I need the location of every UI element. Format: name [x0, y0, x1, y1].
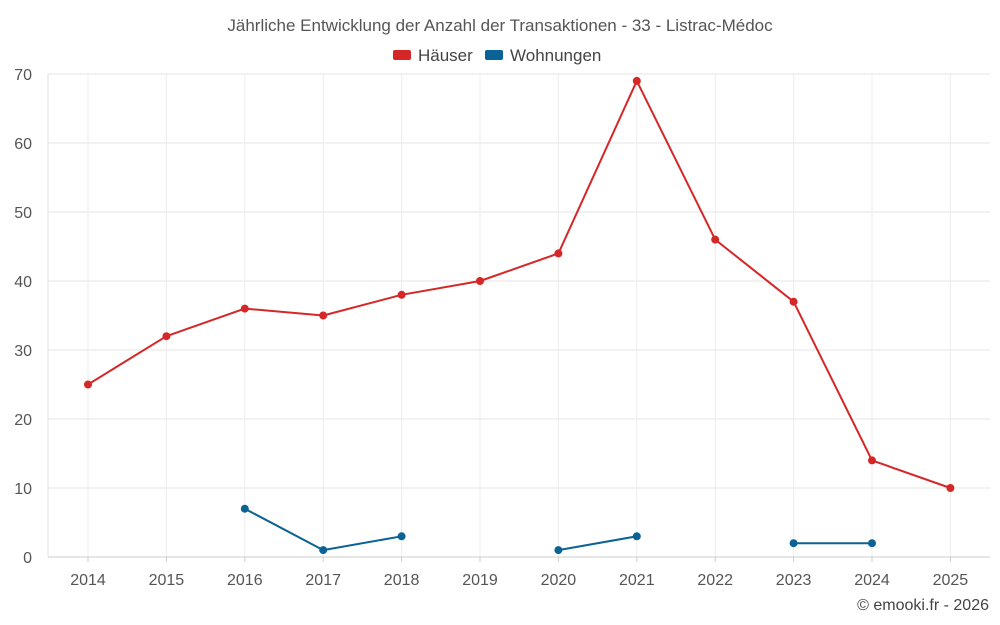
- legend-swatch-haeuser: [393, 50, 411, 60]
- data-point-haeuser[interactable]: [319, 311, 328, 320]
- legend-item-wohnungen[interactable]: Wohnungen: [485, 46, 601, 65]
- data-point-haeuser[interactable]: [162, 332, 171, 341]
- x-tick-label: 2019: [462, 572, 498, 589]
- series-group: [84, 76, 955, 555]
- y-tick-label: 60: [14, 136, 32, 153]
- data-point-haeuser[interactable]: [397, 290, 406, 299]
- data-point-wohnungen[interactable]: [319, 546, 328, 555]
- y-tick-label: 10: [14, 481, 32, 498]
- data-point-wohnungen[interactable]: [632, 532, 641, 541]
- credit-text: © emooki.fr - 2026: [857, 597, 989, 614]
- x-tick-label: 2024: [854, 572, 890, 589]
- data-point-wohnungen[interactable]: [554, 546, 563, 555]
- data-point-wohnungen[interactable]: [240, 504, 249, 513]
- axes: 0 10 20 30 40 50 60 70 2014 2015 2016 2017 2018 2019 2…: [14, 67, 990, 589]
- data-point-haeuser[interactable]: [554, 249, 563, 258]
- x-tick-label: 2022: [697, 572, 733, 589]
- data-point-wohnungen[interactable]: [868, 539, 876, 548]
- y-tick-label: 70: [14, 67, 32, 84]
- y-tick-label: 50: [14, 205, 32, 222]
- data-point-haeuser[interactable]: [632, 76, 641, 85]
- legend: Häuser Wohnungen: [393, 46, 601, 65]
- data-point-haeuser[interactable]: [711, 235, 720, 244]
- data-point-haeuser[interactable]: [84, 380, 92, 389]
- x-tick-label: 2025: [933, 572, 969, 589]
- y-tick-label: 0: [23, 550, 32, 567]
- data-point-haeuser[interactable]: [868, 456, 876, 465]
- legend-item-haeuser[interactable]: Häuser: [393, 46, 473, 65]
- series-line-wohnungen: [558, 535, 637, 552]
- data-point-haeuser[interactable]: [476, 277, 484, 285]
- legend-label-haeuser: Häuser: [418, 46, 473, 65]
- chart-title: Jährliche Entwicklung der Anzahl der Tra…: [227, 16, 773, 35]
- y-tick-label: 40: [14, 274, 32, 291]
- x-tick-label: 2017: [305, 572, 341, 589]
- data-point-haeuser[interactable]: [946, 484, 955, 492]
- y-tick-label: 20: [14, 412, 32, 429]
- data-point-haeuser[interactable]: [789, 297, 798, 306]
- grid: [48, 73, 990, 557]
- x-tick-label: 2020: [541, 572, 577, 589]
- x-tick-label: 2018: [384, 572, 420, 589]
- x-tick-label: 2021: [619, 572, 655, 589]
- x-tick-label: 2015: [149, 572, 185, 589]
- x-tick-label: 2023: [776, 572, 812, 589]
- data-point-wohnungen[interactable]: [789, 539, 798, 548]
- x-tick-label: 2016: [227, 572, 263, 589]
- legend-label-wohnungen: Wohnungen: [510, 46, 601, 65]
- data-point-wohnungen[interactable]: [397, 532, 406, 541]
- y-tick-label: 30: [14, 343, 32, 360]
- x-tick-label: 2014: [70, 572, 106, 589]
- series-line-haeuser: [87, 79, 951, 489]
- data-point-haeuser[interactable]: [240, 304, 249, 313]
- legend-swatch-wohnungen: [485, 50, 503, 60]
